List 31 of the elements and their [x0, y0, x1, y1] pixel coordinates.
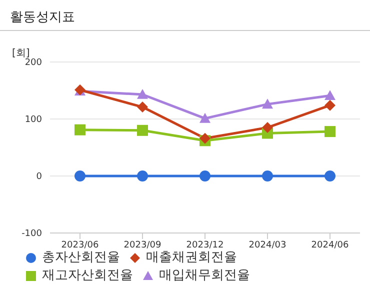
y-axis-title: [회]	[12, 47, 30, 59]
point	[137, 88, 148, 99]
legend-label: 매입채무회전율	[158, 267, 250, 285]
point	[324, 100, 336, 111]
point	[74, 124, 86, 136]
x-tick-label: 2023/09	[124, 240, 162, 250]
x-tick-label: 2023/06	[61, 240, 99, 250]
y-tick-label: 0	[36, 172, 42, 182]
legend-label: 재고자산회전율	[41, 267, 133, 285]
y-tick-label: -100	[22, 229, 42, 240]
point	[262, 122, 273, 134]
point	[137, 170, 148, 182]
legend-label: 매출채권회전율	[145, 249, 237, 267]
point	[74, 170, 86, 182]
y-tick-label: 100	[24, 115, 42, 126]
point	[137, 124, 148, 136]
point	[200, 170, 210, 182]
point	[200, 132, 210, 144]
legend-label: 총자산회전율	[41, 249, 120, 267]
point	[324, 170, 336, 182]
point	[324, 90, 336, 100]
point	[137, 102, 148, 113]
point	[200, 112, 210, 123]
point	[262, 98, 273, 109]
x-tick-label: 2023/12	[186, 240, 224, 250]
x-tick-label: 2024/06	[311, 240, 349, 250]
y-tick-label: 200	[24, 58, 42, 68]
x-tick-label: 2024/03	[248, 240, 286, 250]
point	[324, 126, 336, 138]
chart-title: 활동성지표	[10, 9, 75, 26]
point	[262, 170, 273, 182]
